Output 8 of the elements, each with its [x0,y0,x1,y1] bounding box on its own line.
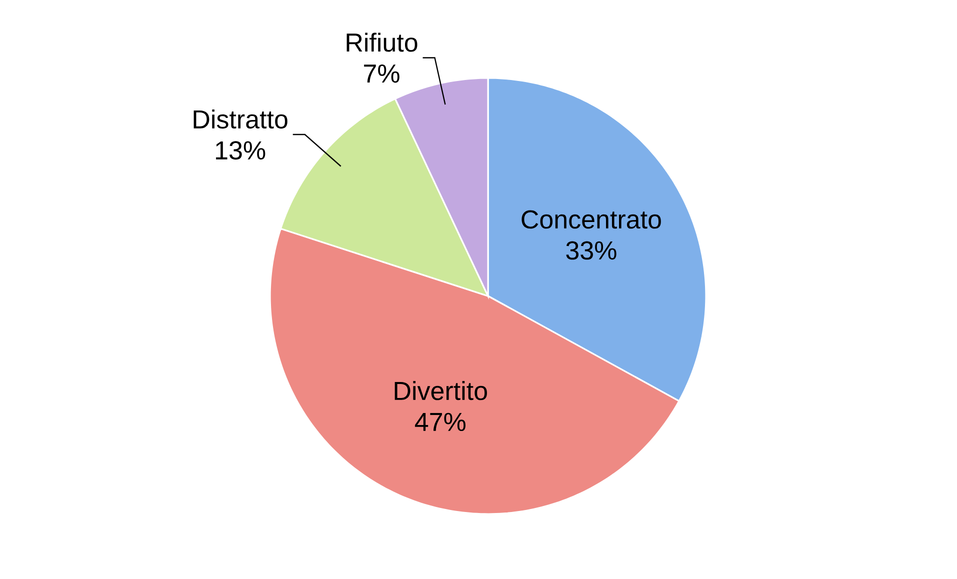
slice-label: Rifiuto [346,32,418,52]
data-label: 13% [216,141,266,160]
slice-label: Divertito [394,381,487,400]
slice-label: Concentrato [522,210,661,229]
data-label: 33% [566,241,616,260]
data-label: 7% [364,64,400,83]
data-label: 47% [414,412,466,432]
slice-label: Distratto [194,109,288,129]
